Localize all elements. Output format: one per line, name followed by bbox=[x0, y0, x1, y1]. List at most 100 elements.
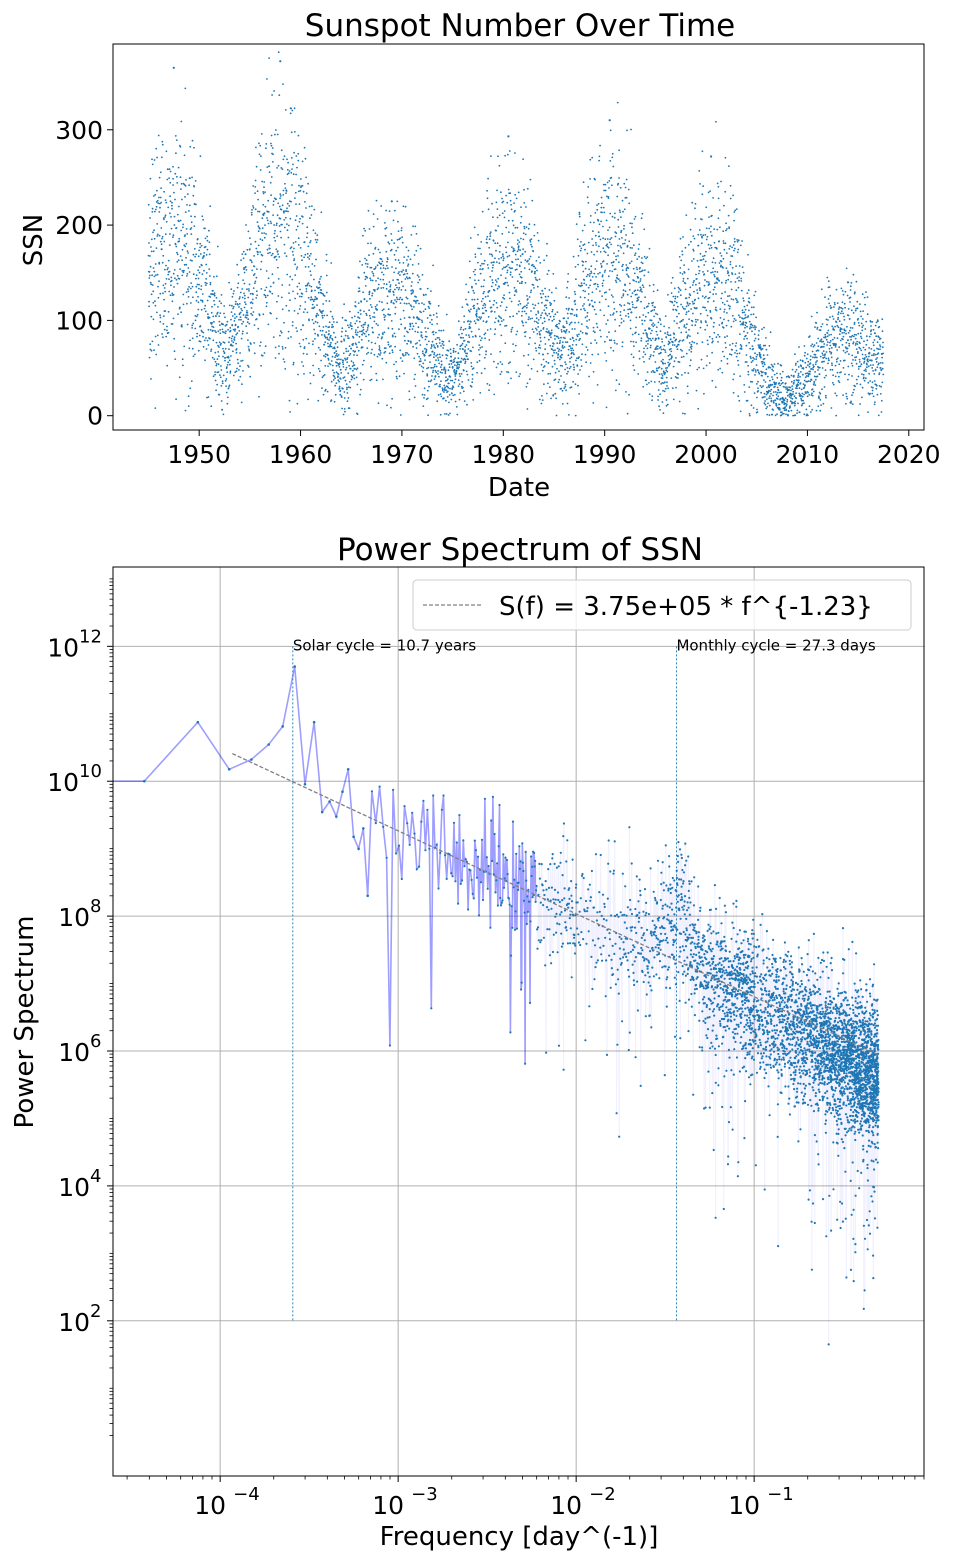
data-point bbox=[289, 275, 292, 278]
data-point bbox=[248, 290, 250, 292]
data-point bbox=[512, 343, 514, 345]
data-point bbox=[294, 197, 296, 200]
data-point bbox=[340, 372, 343, 374]
data-point bbox=[492, 264, 494, 266]
data-point bbox=[296, 402, 299, 405]
data-point bbox=[828, 302, 831, 305]
data-point bbox=[610, 176, 613, 179]
data-point bbox=[750, 323, 753, 325]
data-point bbox=[432, 314, 435, 316]
data-point bbox=[196, 313, 199, 316]
data-point bbox=[210, 311, 213, 314]
data-point bbox=[461, 306, 464, 308]
data-point bbox=[269, 251, 271, 254]
data-point bbox=[575, 278, 577, 281]
data-point bbox=[540, 329, 542, 332]
data-point bbox=[687, 304, 690, 307]
data-point bbox=[411, 291, 414, 294]
data-point bbox=[463, 400, 466, 402]
data-point bbox=[381, 336, 383, 338]
data-point bbox=[288, 309, 290, 312]
data-point bbox=[382, 286, 385, 289]
data-point bbox=[586, 320, 588, 322]
data-point bbox=[460, 360, 462, 363]
data-point bbox=[781, 370, 784, 373]
data-point bbox=[167, 331, 170, 334]
data-point bbox=[760, 356, 762, 359]
data-point bbox=[426, 397, 429, 400]
data-point bbox=[465, 370, 468, 373]
data-point bbox=[786, 394, 789, 397]
data-point bbox=[739, 333, 741, 335]
data-point bbox=[823, 360, 825, 363]
data-point bbox=[607, 275, 610, 278]
data-point bbox=[313, 265, 316, 267]
data-point bbox=[281, 348, 284, 350]
data-point bbox=[402, 205, 405, 208]
data-point bbox=[826, 332, 829, 334]
data-point bbox=[342, 352, 345, 355]
data-point bbox=[775, 393, 778, 396]
data-point bbox=[311, 298, 314, 301]
data-point bbox=[633, 218, 636, 220]
data-point bbox=[770, 363, 773, 366]
data-point bbox=[569, 357, 571, 360]
data-point bbox=[774, 399, 777, 402]
data-point bbox=[450, 363, 453, 365]
data-point bbox=[216, 311, 219, 314]
data-point bbox=[485, 320, 488, 323]
data-point bbox=[309, 382, 312, 385]
data-point bbox=[371, 271, 374, 273]
data-point bbox=[745, 344, 748, 347]
data-point bbox=[148, 305, 151, 308]
data-point bbox=[597, 231, 600, 234]
data-point bbox=[364, 278, 367, 281]
data-point bbox=[640, 339, 643, 342]
data-point bbox=[814, 378, 817, 381]
data-point bbox=[653, 309, 656, 311]
data-point bbox=[574, 303, 577, 306]
data-point bbox=[748, 414, 751, 417]
data-point bbox=[752, 313, 755, 316]
data-point bbox=[725, 229, 727, 232]
data-point bbox=[501, 197, 503, 200]
data-point bbox=[255, 318, 258, 320]
data-point bbox=[544, 295, 547, 298]
data-point bbox=[358, 317, 361, 319]
data-point bbox=[516, 243, 519, 245]
data-point bbox=[256, 268, 258, 270]
data-point bbox=[415, 249, 418, 252]
data-point bbox=[483, 290, 485, 293]
data-point bbox=[403, 335, 406, 337]
data-point bbox=[737, 286, 740, 289]
data-point bbox=[417, 276, 420, 278]
data-point bbox=[639, 266, 641, 269]
data-point bbox=[708, 247, 711, 250]
data-point bbox=[419, 344, 422, 346]
data-point bbox=[796, 387, 798, 390]
data-point bbox=[297, 244, 300, 246]
data-point bbox=[569, 338, 572, 341]
data-point bbox=[762, 385, 764, 387]
data-point bbox=[327, 365, 329, 367]
data-point bbox=[690, 308, 692, 310]
data-point bbox=[238, 318, 240, 321]
data-point bbox=[308, 258, 311, 260]
data-point bbox=[478, 353, 481, 356]
data-point bbox=[444, 370, 447, 373]
data-point bbox=[780, 364, 783, 367]
data-point bbox=[271, 94, 273, 96]
data-point bbox=[405, 269, 407, 271]
data-point bbox=[636, 293, 638, 296]
data-point bbox=[273, 236, 276, 239]
data-point bbox=[481, 307, 484, 310]
data-point bbox=[746, 337, 748, 340]
data-point bbox=[149, 177, 152, 180]
data-point bbox=[681, 350, 683, 352]
data-point bbox=[402, 262, 405, 264]
data-point bbox=[514, 253, 517, 256]
data-point bbox=[270, 222, 273, 225]
data-point bbox=[851, 364, 854, 367]
data-point bbox=[735, 349, 738, 352]
data-point bbox=[689, 364, 691, 367]
